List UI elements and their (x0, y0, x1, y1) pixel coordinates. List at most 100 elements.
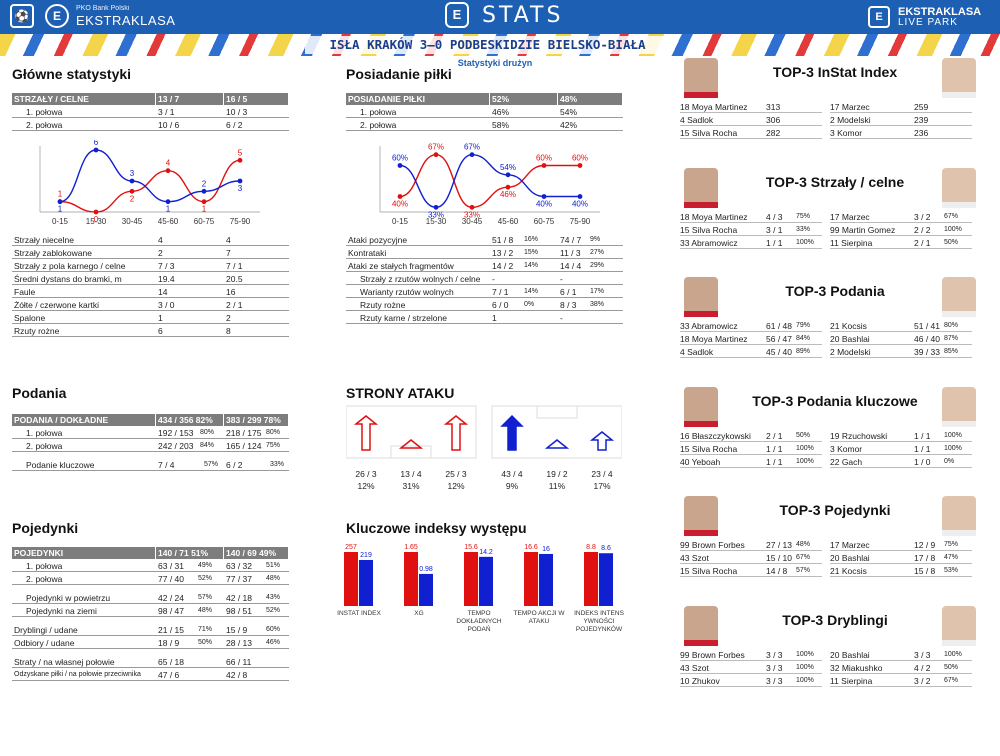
player-value: 3 / 1 (766, 224, 783, 235)
data-point (237, 178, 243, 184)
home-left-arrow (353, 415, 379, 451)
row-home-pct: 57% (198, 594, 213, 601)
row-away: 218 / 175 (226, 428, 262, 438)
player-row-home: 33 Abramowicz 1 / 1 100% (680, 237, 822, 249)
row-home: 1 (492, 313, 497, 323)
player-name: 3 Komor (830, 128, 863, 138)
home-right-pct: 12% (447, 481, 464, 491)
player-row-away: 20 Bashlai 46 / 40 87% (830, 333, 972, 345)
series-line-1 (59, 149, 241, 203)
header-away: 383 / 299 78% (224, 414, 289, 426)
player-pct: 80% (944, 322, 959, 329)
player-name: 3 Komor (830, 443, 863, 454)
row-home-pct: 80% (200, 429, 215, 436)
data-point (129, 188, 135, 194)
bar-label-home: 15.6 (464, 544, 478, 551)
player-pct: 100% (944, 431, 962, 439)
player-row-home: 15 Silva Rocha 1 / 1 100% (680, 443, 822, 455)
player-pct: 87% (944, 335, 959, 342)
player-row-home: 15 Silva Rocha 14 / 8 57% (680, 565, 822, 577)
player-row-away: 21 Kocsis 15 / 8 53% (830, 565, 972, 577)
row-away-pct (590, 273, 622, 285)
row-home: 7 / 3 (158, 261, 175, 271)
player-name: 11 Sierpina (830, 237, 873, 248)
data-label: 1 (166, 205, 171, 214)
row-away: 6 / 1 (560, 287, 577, 297)
player-row-away: 2 Modelski 39 / 33 85% (830, 346, 972, 358)
row-label: Żółte / czerwone kartki (14, 300, 100, 310)
player-name: 40 Yeboah (680, 456, 721, 467)
player-row-away: 17 Marzec 3 / 2 67% (830, 211, 972, 223)
section-title-main-stats: Główne statystyki (12, 66, 132, 82)
data-label: 5 (238, 148, 243, 157)
away-left-count: 43 / 4 (501, 469, 523, 479)
player-pct (796, 114, 822, 126)
x-tick-label: 75-90 (570, 217, 591, 226)
row-away: 98 / 51 (226, 606, 252, 616)
away-center-arrow (544, 439, 570, 449)
row-label: Warianty rzutów wolnych (360, 287, 454, 297)
bar-label-away: 0.98 (419, 566, 433, 573)
player-row-home: 18 Moya Martinez 313 (680, 101, 822, 113)
livepark-logo-icon: E (868, 6, 890, 28)
row-away: 66 / 11 (226, 657, 252, 667)
player-name: 15 Silva Rocha (680, 566, 738, 576)
player-name: 2 Modelski (830, 347, 871, 357)
data-point (541, 194, 547, 199)
away-player-avatar (942, 496, 976, 536)
row-home-pct: 14% (524, 288, 539, 295)
top3-card: TOP-3 Dryblingi 99 Brown Forbes 3 / 3 100% 2… (680, 604, 990, 704)
header-away: 140 / 69 49% (224, 547, 289, 559)
top3-panel: TOP-3 InStat Index 18 Moya Martinez 313 17 … (680, 56, 990, 696)
player-value: 2 / 1 (766, 430, 783, 441)
away-pitch (491, 405, 622, 459)
row-home: 21 / 15 (158, 625, 184, 635)
data-point (93, 147, 99, 153)
row-away: 42 / 8 (226, 670, 248, 680)
player-value: 17 / 8 (914, 553, 936, 563)
player-pct: 50% (796, 431, 811, 439)
stats-title: STATS (482, 3, 564, 28)
player-value: 61 / 48 (766, 321, 792, 331)
data-label: 33% (464, 210, 480, 219)
row-home: 46% (492, 107, 510, 117)
section-title-possession: Posiadanie piłki (346, 66, 452, 82)
row-home-pct: 50% (198, 639, 213, 646)
away-left-arrow (500, 414, 524, 451)
player-pct: 100% (944, 444, 962, 452)
x-tick-label: 30-45 (122, 217, 143, 226)
row-home: 13 / 2 (492, 248, 514, 258)
row-label: Ataki pozycyjne (348, 235, 408, 245)
table-row: 1. połowa 63 / 31 49% 63 / 32 51% (12, 560, 289, 572)
bar-home (584, 552, 598, 606)
data-point (541, 163, 547, 168)
player-row-home: 99 Brown Forbes 3 / 3 100% (680, 649, 822, 661)
player-row-away: 3 Komor 236 (830, 127, 972, 139)
player-name: 99 Brown Forbes (680, 649, 745, 660)
player-name: 11 Sierpina (830, 675, 873, 686)
data-point (397, 163, 403, 168)
brand-right-text: EKSTRAKLASA (898, 6, 982, 18)
player-pct: 67% (944, 676, 959, 684)
bar-home (344, 552, 358, 606)
player-value: 14 / 8 (766, 566, 788, 576)
data-point (469, 204, 475, 210)
header-home: 434 / 356 82% (156, 414, 224, 426)
row-away: 2 (226, 313, 231, 323)
row-away: 74 / 7 (560, 235, 582, 245)
table-header-row: POSIADANIE PIŁKI 52% 48% (346, 93, 623, 105)
away-right-pct: 17% (593, 481, 610, 491)
away-player-avatar (942, 58, 976, 98)
category-label: TEMPO AKCJI W (514, 610, 566, 617)
series-line-1 (399, 153, 580, 209)
player-row-home: 40 Yeboah 1 / 1 100% (680, 456, 822, 468)
row-label: Odbiory / udane (14, 638, 75, 648)
table-row: Pojedynki w powietrzu 42 / 24 57% 42 / 18 43… (12, 592, 289, 604)
player-value: 56 / 47 (766, 334, 792, 344)
player-row-away: 17 Marzec 12 / 9 75% (830, 539, 972, 551)
x-tick-label: 60-75 (534, 217, 555, 226)
data-point (397, 194, 403, 199)
row-label: Pojedynki w powietrzu (26, 593, 111, 603)
player-value: 1 / 1 (766, 456, 783, 467)
